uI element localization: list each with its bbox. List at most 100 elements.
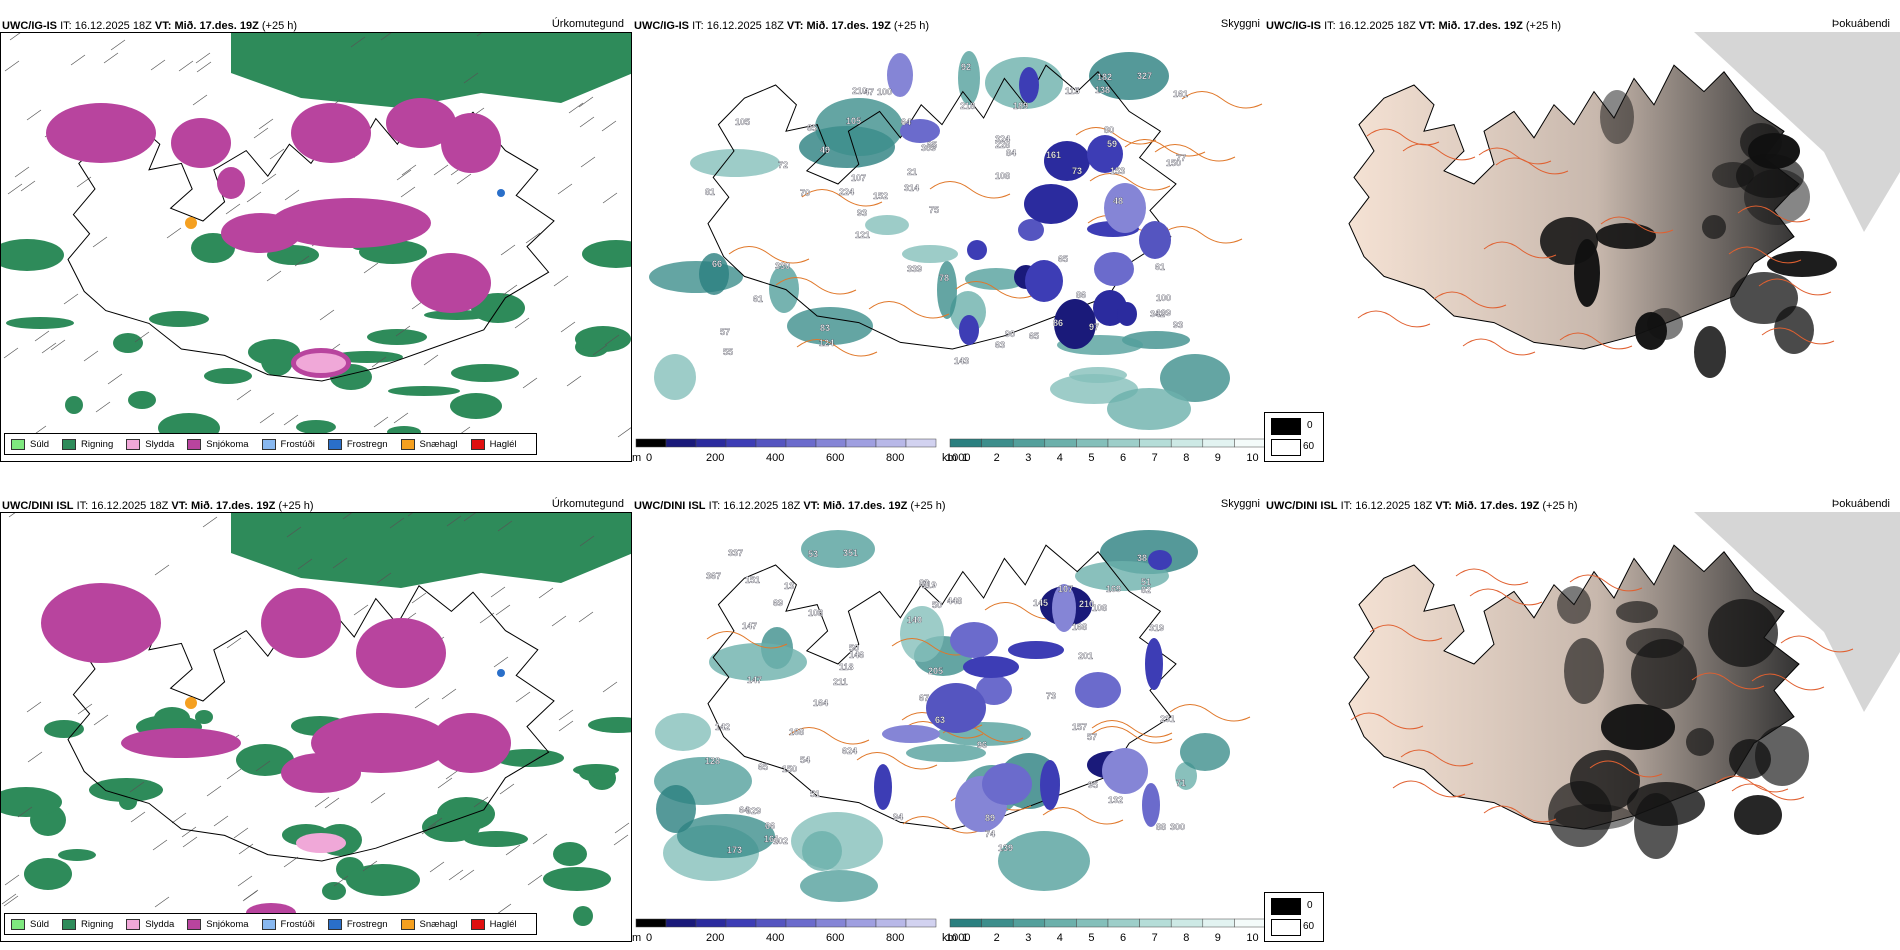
legend-swatch	[11, 918, 25, 930]
m-tick-label: 800	[886, 452, 904, 464]
visibility-value-label: 86	[1053, 318, 1063, 328]
wind-barb	[389, 517, 405, 529]
wind-barb	[370, 792, 386, 804]
offshore-fog	[1694, 32, 1900, 232]
fog-visibility-area	[982, 763, 1032, 805]
road	[1366, 128, 1440, 146]
wind-barb	[604, 334, 620, 346]
legend-item: Súld	[11, 438, 49, 450]
rain-patch	[89, 778, 163, 802]
visibility-value-label: 83	[919, 578, 929, 588]
visibility-value-label: 324	[995, 134, 1010, 144]
panel-header: UWC/IG-IS IT: 16.12.2025 18Z VT: Mið. 17…	[1266, 20, 1562, 32]
km-scale-cell	[949, 438, 982, 448]
km-tick-label: 9	[1215, 452, 1221, 464]
visibility-value-label: 211	[833, 677, 848, 687]
fog-visibility-area	[1145, 638, 1163, 690]
wind-barb	[237, 875, 253, 887]
rain-patch	[44, 720, 84, 738]
fog-visibility-area	[1054, 299, 1096, 349]
rain-area-north	[231, 513, 631, 588]
visibility-value-label: 309	[921, 143, 936, 153]
wind-barb	[225, 203, 241, 215]
snow-area	[281, 753, 361, 793]
wind-barb	[319, 309, 335, 321]
visibility-value-label: 84	[1006, 148, 1016, 158]
visibility-value-label: 150	[1166, 158, 1181, 168]
visibility-value-label: 50	[932, 600, 942, 610]
wind-barb	[437, 777, 453, 789]
wind-barb	[363, 262, 379, 274]
wind-barb	[171, 812, 187, 824]
km-tick-label: 9	[1215, 932, 1221, 944]
road	[1075, 127, 1157, 145]
wind-barb	[7, 183, 23, 195]
wind-barb	[4, 874, 20, 886]
wind-barb	[380, 33, 392, 41]
low-vis-area	[677, 814, 775, 858]
visibility-value-label: 65	[1058, 254, 1068, 264]
visibility-value-label: 73	[1072, 166, 1082, 176]
dense-fog-area	[1708, 599, 1778, 667]
wind-barb	[283, 856, 299, 868]
visibility-value-label: 161	[1173, 89, 1188, 99]
visibility-value-label: 51	[1141, 577, 1151, 587]
wind-barb	[3, 347, 19, 359]
visibility-value-label: 139	[998, 843, 1013, 853]
road	[1737, 205, 1811, 223]
legend-label: Súld	[30, 918, 50, 930]
wind-barb	[371, 356, 387, 368]
legend-label: Rigning	[81, 918, 114, 930]
road	[1433, 291, 1507, 309]
legend-item: Frostregn	[327, 438, 388, 450]
precip-map	[0, 32, 632, 462]
road	[775, 277, 857, 295]
low-vis-area	[655, 713, 711, 751]
fog-visibility-area	[1094, 252, 1134, 286]
m-unit-label: m	[632, 452, 641, 464]
snow-area	[217, 167, 245, 199]
panel-title: Þokuábendi	[1831, 498, 1890, 510]
dense-fog-area	[1755, 726, 1809, 786]
road	[728, 246, 810, 264]
rain-patch	[573, 764, 619, 776]
snow-area	[291, 103, 371, 163]
wind-barb	[505, 844, 521, 856]
road	[788, 727, 870, 745]
rain-patch	[346, 864, 420, 896]
visibility-value-label: 102	[773, 836, 788, 846]
wind-barb	[578, 96, 594, 108]
road	[1357, 310, 1431, 328]
fog-visibility-area	[882, 725, 940, 743]
dense-fog-area	[1626, 628, 1684, 658]
visibility-value-label: 624	[842, 746, 857, 756]
freezing-rain-spot	[497, 189, 505, 197]
km-tick-label: 3	[1025, 452, 1031, 464]
wind-barb	[269, 148, 285, 160]
visibility-value-label: 119	[922, 580, 937, 590]
sleet-area	[296, 353, 346, 373]
legend-item: Slydda	[126, 438, 174, 450]
legend-label: Haglél	[489, 438, 517, 450]
visibility-value-label: 71	[1176, 778, 1186, 788]
rain-patch	[58, 849, 96, 861]
visibility-value-label: 65	[758, 762, 768, 772]
rain-patch	[424, 310, 490, 320]
legend-label: Slydda	[145, 918, 175, 930]
visibility-value-label: 38	[1137, 553, 1147, 563]
visibility-value-label: 64	[901, 117, 911, 127]
wind-barb	[178, 60, 194, 72]
visibility-value-label: 118	[839, 662, 854, 672]
legend-swatch	[62, 918, 77, 930]
low-vis-area	[654, 354, 696, 400]
wind-barb	[613, 834, 629, 846]
visibility-value-label: 319	[1149, 623, 1164, 633]
fog-visibility-area	[976, 675, 1012, 705]
km-tick-label: 1	[962, 932, 968, 944]
road	[706, 631, 788, 649]
road	[1091, 726, 1173, 744]
dense-fog-area	[1686, 728, 1714, 756]
wind-barb	[266, 270, 282, 282]
road	[1124, 139, 1206, 157]
visibility-value-label: 55	[723, 347, 733, 357]
